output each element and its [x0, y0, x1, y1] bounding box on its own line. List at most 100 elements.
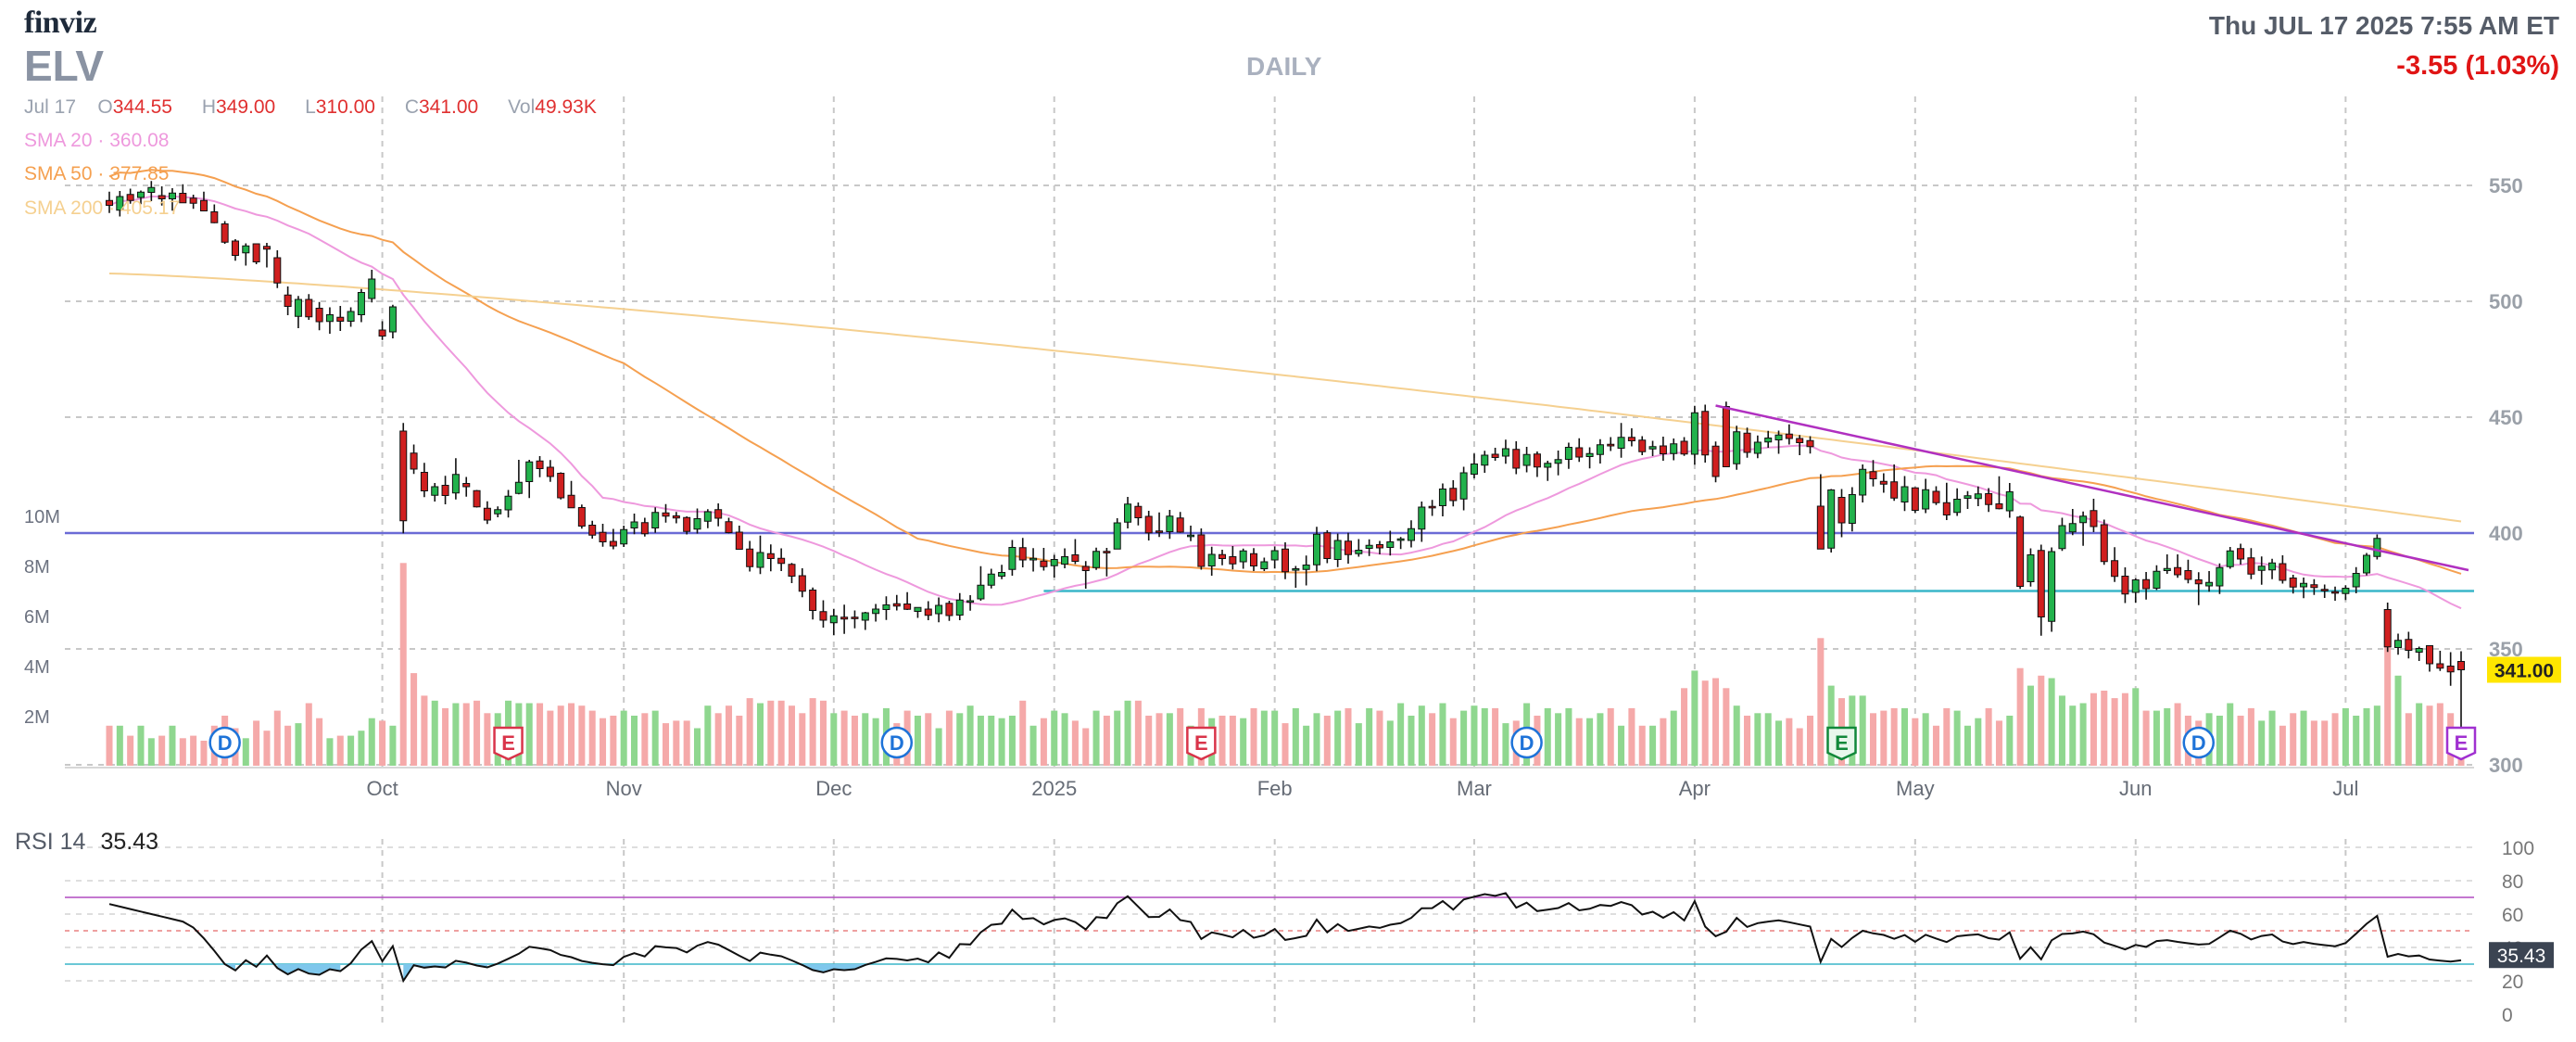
volume-bar	[1995, 720, 2002, 766]
sma20-value: 360.08	[109, 130, 170, 151]
candle-body	[1837, 497, 1846, 524]
volume-bar	[1744, 716, 1751, 766]
candle-body	[1512, 449, 1521, 469]
candle-body	[557, 473, 565, 499]
volume-bar	[1975, 718, 1982, 766]
sma50-value: 377.85	[109, 163, 170, 184]
volume-bar	[169, 725, 176, 766]
candle-body	[567, 494, 575, 509]
volume-bar	[2132, 688, 2140, 766]
volume-bar	[200, 741, 208, 766]
volume-bar	[809, 698, 816, 766]
rsi-tick-label: 60	[2502, 905, 2523, 926]
volume-bars	[106, 563, 2465, 766]
ohlc-date: Jul 17	[24, 96, 77, 118]
candle-body	[788, 564, 796, 577]
candlesticks[interactable]	[105, 181, 2466, 742]
candle-body	[1029, 557, 1038, 561]
candle-body	[325, 314, 334, 323]
vol-label: Vol	[508, 96, 536, 118]
earnings-marker	[1826, 726, 1857, 761]
earnings-marker	[2445, 726, 2477, 761]
candle-body	[1942, 502, 1951, 515]
candle-body	[1365, 544, 1373, 549]
volume-bar	[1145, 716, 1153, 766]
volume-bar	[1597, 713, 1604, 766]
volume-bar	[347, 735, 355, 766]
candle-body	[1491, 453, 1499, 458]
volume-bar	[1334, 710, 1342, 766]
volume-bar	[2174, 703, 2181, 766]
candle-body	[462, 483, 471, 488]
candle-body	[2394, 640, 2403, 648]
month-label: Dec	[815, 777, 852, 800]
candle-body	[892, 603, 901, 607]
candle-body	[1481, 454, 1489, 466]
candle-body	[1785, 433, 1793, 439]
volume-bar	[935, 728, 942, 766]
sma200-label: SMA 200	[24, 197, 104, 219]
volume-bar	[714, 713, 722, 766]
candle-body	[1050, 559, 1058, 566]
volume-bar	[2247, 707, 2254, 766]
volume-bar	[410, 673, 418, 766]
candle-body	[525, 461, 534, 482]
volume-bar	[2321, 720, 2329, 766]
timeframe-label: DAILY	[1246, 52, 1322, 81]
volume-bar	[462, 703, 470, 766]
candle-body	[2005, 491, 2014, 512]
candle-body	[357, 292, 365, 315]
rsi-panel: 10080604020035.43	[65, 838, 2554, 1026]
candle-body	[1701, 411, 1710, 456]
volume-bar	[2394, 675, 2402, 766]
volume-bar	[1775, 720, 1783, 766]
candle-body	[1522, 453, 1531, 466]
volume-bar	[1712, 678, 1720, 766]
candle-body	[1302, 565, 1310, 570]
price-change: -3.55 (1.03%)	[2396, 51, 2559, 81]
volume-bar	[2079, 703, 2087, 766]
volume-bar	[452, 703, 460, 766]
candle-body	[126, 194, 134, 201]
volume-bar	[568, 703, 575, 766]
volume-bar	[2006, 716, 2014, 766]
candle-body	[2205, 581, 2214, 587]
candle-body	[955, 599, 964, 616]
month-label: Nov	[606, 777, 642, 800]
candle-body	[2456, 661, 2466, 670]
candle-body	[1092, 551, 1101, 568]
sma20-legend: SMA 20 · 360.08	[24, 130, 170, 151]
candle-body	[1806, 439, 1814, 448]
candle-body	[305, 299, 313, 318]
candle-body	[2194, 579, 2203, 585]
volume-bar	[242, 738, 249, 766]
candle-body	[2300, 582, 2308, 588]
candle-body	[431, 486, 439, 496]
price-tick-label: 550	[2489, 174, 2523, 197]
candle-body	[504, 495, 512, 511]
volume-bar	[588, 710, 596, 766]
candle-body	[1249, 553, 1258, 566]
candle-body	[2279, 563, 2287, 581]
candle-body	[746, 548, 754, 567]
volume-bar	[683, 720, 690, 766]
volume-bar	[557, 705, 564, 766]
candle-body	[2016, 516, 2025, 587]
volume-bar	[273, 710, 281, 766]
candle-body	[2383, 609, 2392, 648]
candle-body	[987, 573, 995, 586]
volume-bar	[2090, 693, 2097, 766]
candle-body	[2310, 584, 2318, 589]
volume-bar	[1134, 700, 1142, 766]
price-tick-label: 500	[2489, 290, 2523, 313]
candle-body	[1270, 550, 1279, 561]
finviz-logo[interactable]: finviz	[24, 6, 97, 40]
candle-body	[2352, 573, 2360, 588]
trendline[interactable]	[1715, 404, 2469, 572]
low-value: 310.00	[315, 96, 375, 118]
volume-bar	[2310, 720, 2317, 766]
candle-body	[1932, 490, 1940, 503]
